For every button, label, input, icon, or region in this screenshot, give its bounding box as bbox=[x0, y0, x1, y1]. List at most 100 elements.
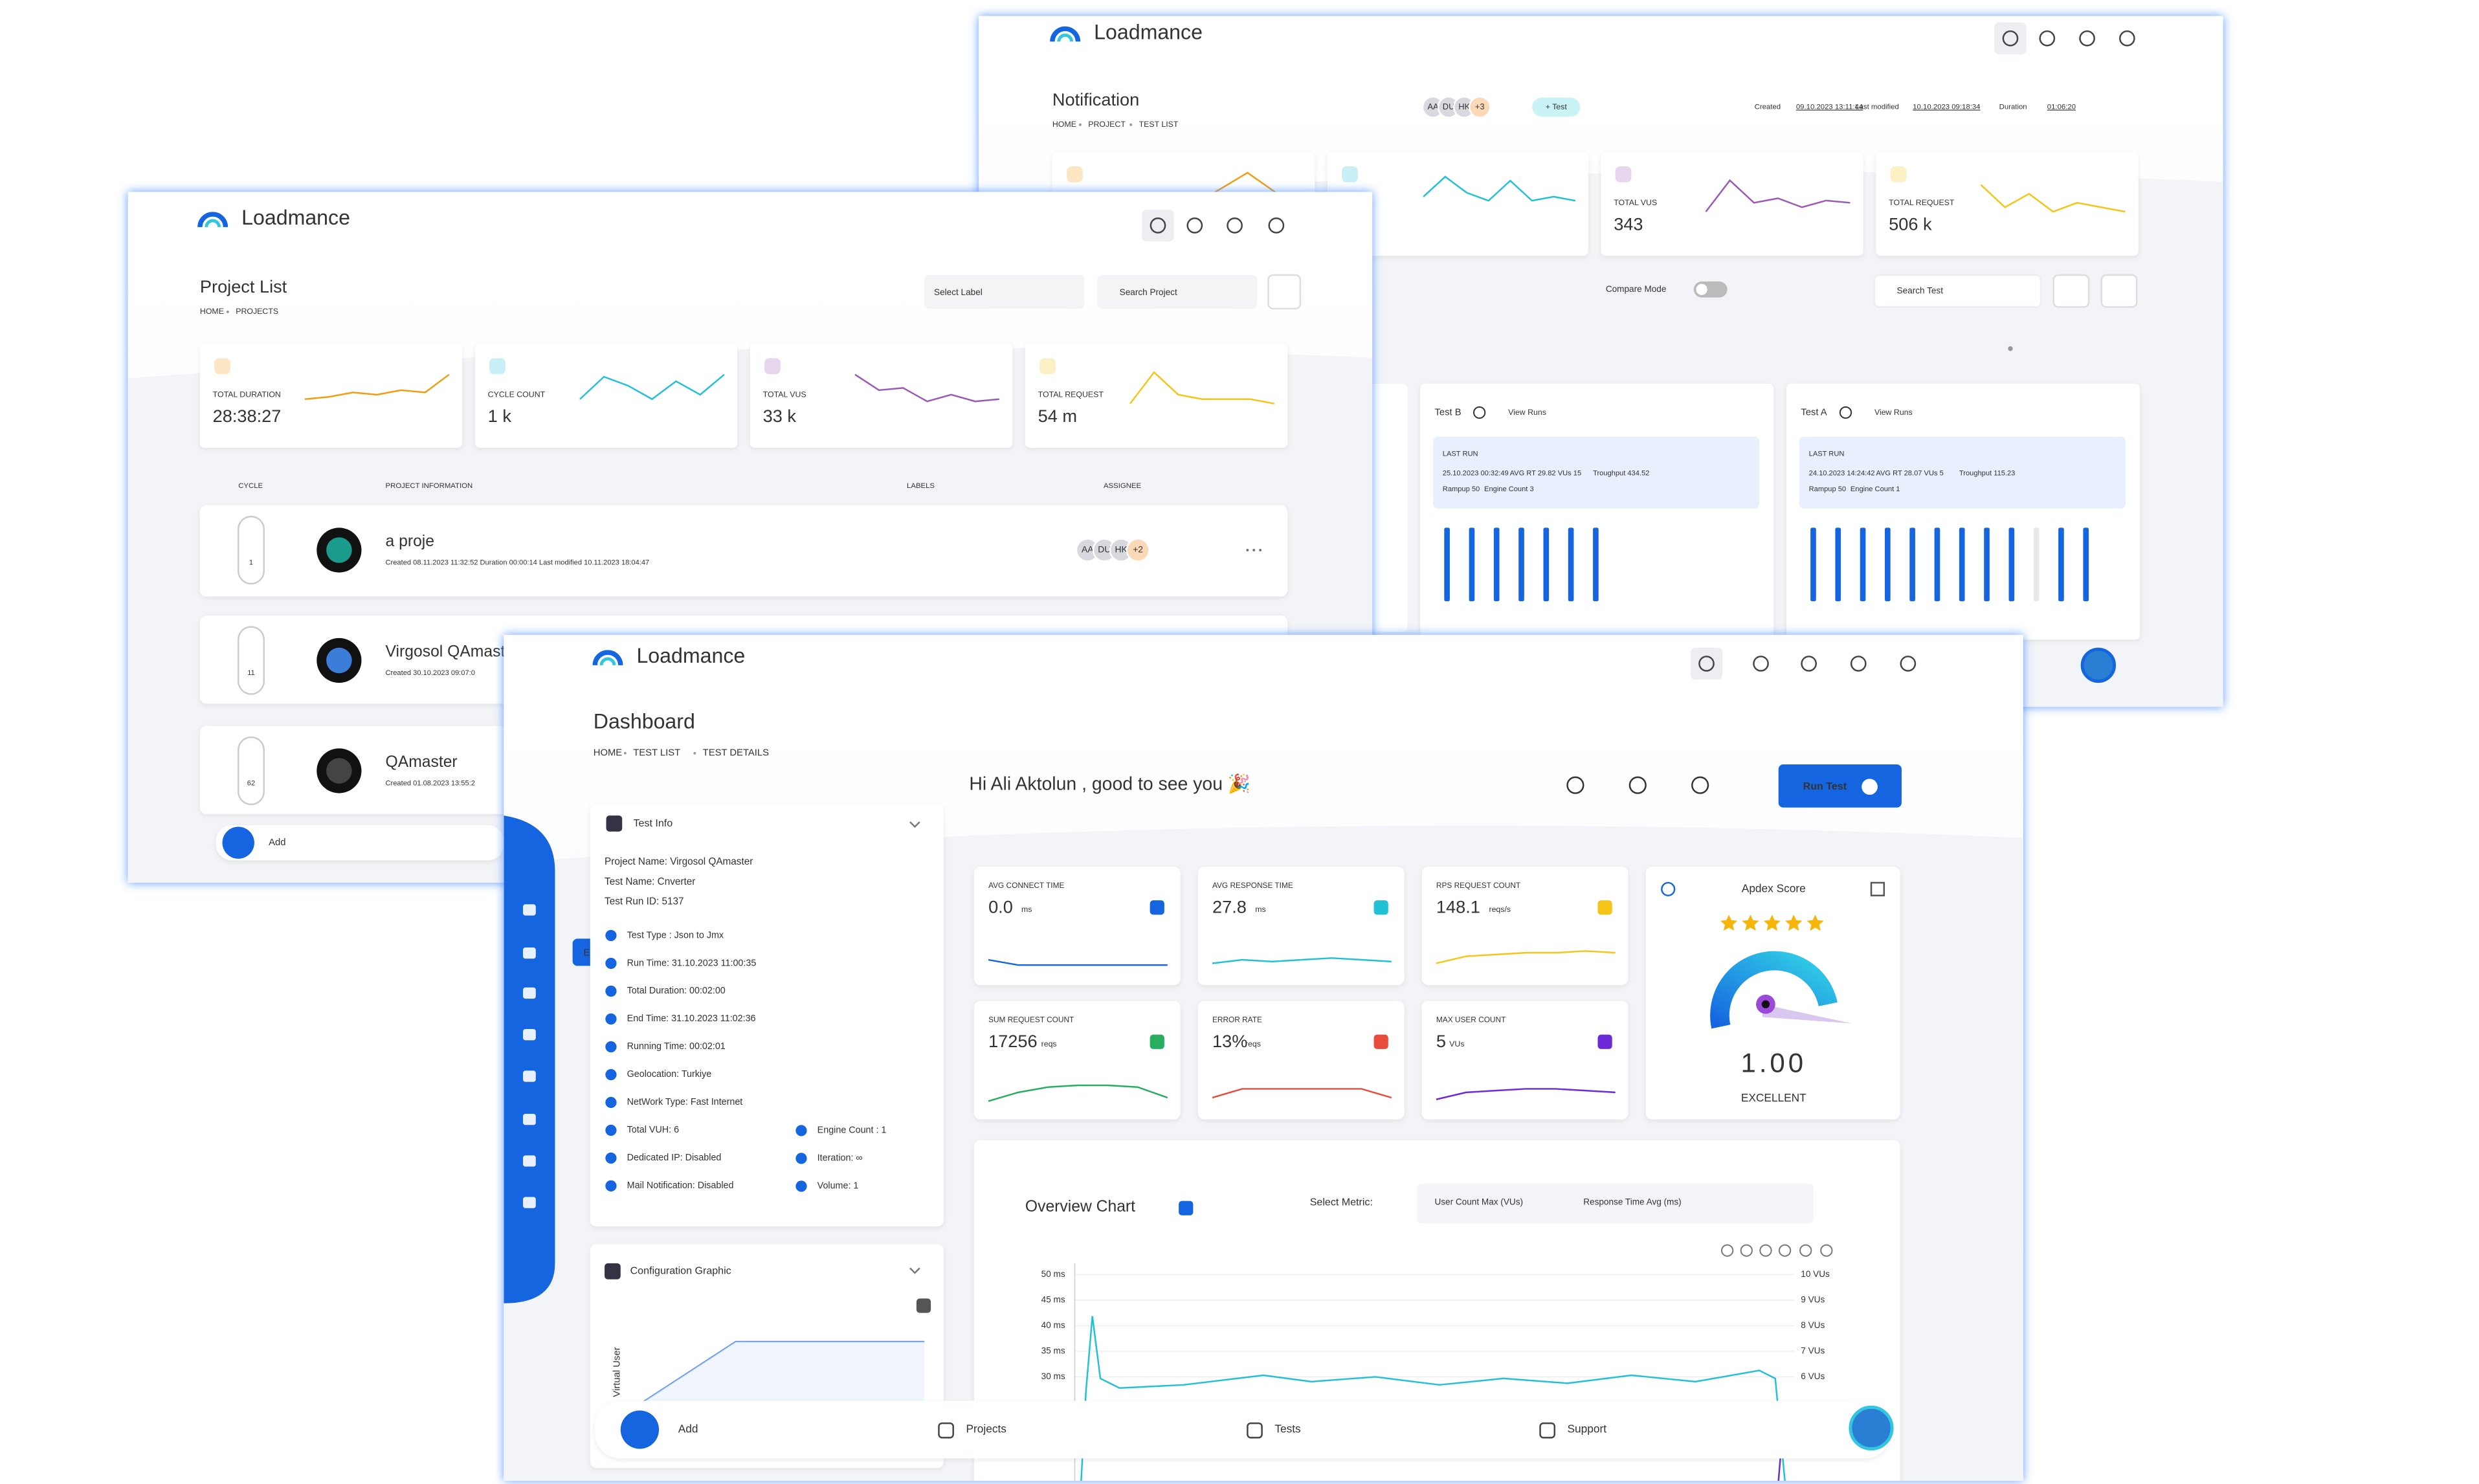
metric-value: 17256 bbox=[988, 1031, 1038, 1051]
header-icon[interactable] bbox=[1900, 656, 1917, 672]
sparkline bbox=[1980, 184, 2126, 213]
test-icon bbox=[1839, 406, 1852, 419]
link[interactable]: View Runs bbox=[1874, 408, 1913, 417]
metric-unit: ms bbox=[1255, 905, 1265, 914]
test-icon bbox=[1473, 406, 1486, 419]
metric-card bbox=[973, 867, 1181, 986]
sidebar-icon[interactable] bbox=[523, 1197, 536, 1208]
sparkline bbox=[854, 373, 999, 403]
sidebar-icon[interactable] bbox=[523, 1155, 536, 1167]
run-detail: 25.10.2023 00:32:49 bbox=[1443, 469, 1509, 477]
select[interactable] bbox=[924, 274, 1085, 309]
run-bar bbox=[1835, 527, 1841, 602]
stat-value: 54 m bbox=[1038, 406, 1077, 426]
project-name[interactable]: a proje bbox=[386, 533, 435, 550]
project-meta: Created 30.10.2023 09:07:0 bbox=[386, 669, 475, 677]
stat-card bbox=[1601, 151, 1863, 256]
menu-dot bbox=[1246, 549, 1249, 551]
sort-button[interactable] bbox=[1267, 274, 1302, 310]
chart-icon bbox=[1179, 1201, 1194, 1215]
add-button[interactable] bbox=[620, 1410, 660, 1449]
sidebar-icon[interactable] bbox=[523, 1029, 536, 1041]
metric-card bbox=[1197, 867, 1405, 986]
toolbar-icon[interactable] bbox=[1820, 1244, 1833, 1257]
link[interactable]: View Runs bbox=[1508, 408, 1546, 417]
project-avatar-art bbox=[326, 647, 352, 674]
breadcrumb: TEST LIST bbox=[633, 748, 680, 759]
header-icon[interactable] bbox=[1186, 217, 1203, 234]
run-detail: Engine Count 1 bbox=[1851, 485, 1900, 493]
nav-label[interactable]: Tests bbox=[1274, 1423, 1301, 1435]
avatar-initials: HK bbox=[1458, 102, 1470, 111]
search-placeholder[interactable]: Search Test bbox=[1897, 285, 1944, 295]
project-name[interactable]: QAmaster bbox=[386, 753, 458, 771]
meta: 09.10.2023 13:11:44 bbox=[1796, 104, 1863, 111]
info-head: Test Name: Cnverter bbox=[605, 876, 695, 887]
stat-label: TOTAL VUS bbox=[1614, 198, 1657, 207]
sidebar-icon[interactable] bbox=[523, 1070, 536, 1082]
select-placeholder[interactable]: Select Label bbox=[934, 287, 983, 297]
header-icon[interactable] bbox=[1753, 656, 1769, 672]
toolbar-icon[interactable] bbox=[1740, 1244, 1753, 1257]
header-icon[interactable] bbox=[1150, 217, 1166, 234]
sidebar-icon[interactable] bbox=[523, 987, 536, 999]
external-link[interactable] bbox=[1870, 881, 1885, 896]
header-icon[interactable] bbox=[2079, 30, 2095, 47]
sparkline bbox=[304, 373, 450, 400]
nav-label[interactable]: Add bbox=[269, 837, 285, 848]
header-icon[interactable] bbox=[1268, 217, 1285, 234]
nav-label[interactable]: Projects bbox=[966, 1423, 1006, 1435]
metric-icon bbox=[1150, 900, 1164, 915]
toolbar-icon[interactable] bbox=[1759, 1244, 1772, 1257]
logo-arc bbox=[599, 657, 616, 666]
search-placeholder[interactable]: Search Project bbox=[1120, 287, 1177, 297]
header-icon[interactable] bbox=[1227, 217, 1243, 234]
header-icon[interactable] bbox=[1801, 656, 1817, 672]
sidebar-icon[interactable] bbox=[523, 947, 536, 959]
info-icon bbox=[1661, 881, 1676, 896]
run-test-button[interactable] bbox=[1778, 764, 1902, 808]
metric-icon bbox=[1150, 1034, 1164, 1049]
brand: Loadmance bbox=[241, 206, 350, 229]
metric-label: AVG CONNECT TIME bbox=[988, 881, 1064, 890]
star bbox=[1806, 914, 1824, 931]
metric-card bbox=[973, 1001, 1181, 1120]
project-name[interactable]: Virgosol QAmaster bbox=[386, 643, 520, 661]
sidebar-icon[interactable] bbox=[523, 904, 536, 916]
toolbar-icon[interactable] bbox=[1720, 1244, 1734, 1257]
nav-label[interactable]: Support bbox=[1568, 1423, 1607, 1435]
run-bar bbox=[1518, 527, 1524, 602]
button-label[interactable]: Run Test bbox=[1803, 781, 1847, 792]
sidebar-icon[interactable] bbox=[523, 1113, 536, 1125]
header-icon[interactable] bbox=[2039, 30, 2056, 47]
avatar-initials: +2 bbox=[1133, 544, 1143, 555]
sparkline bbox=[1423, 175, 1576, 202]
column-header: ASSIGNEE bbox=[1104, 482, 1142, 490]
meta: Duration bbox=[1999, 104, 2027, 111]
chip[interactable]: Response Time Avg (ms) bbox=[1583, 1197, 1681, 1207]
header-icon[interactable] bbox=[2002, 30, 2019, 47]
sparkline bbox=[1212, 957, 1392, 964]
chip[interactable]: User Count Max (VUs) bbox=[1434, 1197, 1523, 1207]
header-icon[interactable] bbox=[2118, 30, 2135, 47]
metric-value: 27.8 bbox=[1212, 897, 1247, 917]
last-run-box bbox=[1799, 436, 2126, 509]
toolbar-icon[interactable] bbox=[1778, 1244, 1792, 1257]
menu-dot bbox=[1259, 549, 1262, 551]
sparkline bbox=[988, 1084, 1168, 1102]
stat-icon bbox=[1067, 166, 1083, 183]
y-tick-label: 50 ms bbox=[1041, 1269, 1065, 1279]
stat-card bbox=[750, 344, 1013, 448]
breadcrumb: HOME bbox=[200, 307, 224, 316]
logo-arc bbox=[1057, 33, 1074, 42]
header-icon[interactable] bbox=[1698, 656, 1715, 672]
add-button[interactable] bbox=[222, 826, 254, 859]
toolbar-icon[interactable] bbox=[1799, 1244, 1812, 1257]
separator bbox=[226, 310, 229, 313]
metric-select[interactable] bbox=[1417, 1183, 1814, 1224]
header-icon[interactable] bbox=[1850, 656, 1867, 672]
info-icon bbox=[795, 1125, 807, 1136]
nav-label[interactable]: Add bbox=[678, 1423, 698, 1435]
